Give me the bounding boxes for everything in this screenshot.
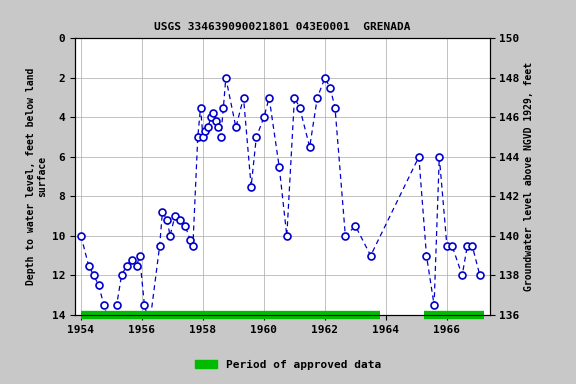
Y-axis label: Depth to water level, feet below land
surface: Depth to water level, feet below land su…	[26, 68, 47, 285]
Legend: Period of approved data: Period of approved data	[191, 356, 385, 375]
Title: USGS 334639090021801 043E0001  GRENADA: USGS 334639090021801 043E0001 GRENADA	[154, 22, 411, 32]
Y-axis label: Groundwater level above NGVD 1929, feet: Groundwater level above NGVD 1929, feet	[524, 62, 534, 291]
